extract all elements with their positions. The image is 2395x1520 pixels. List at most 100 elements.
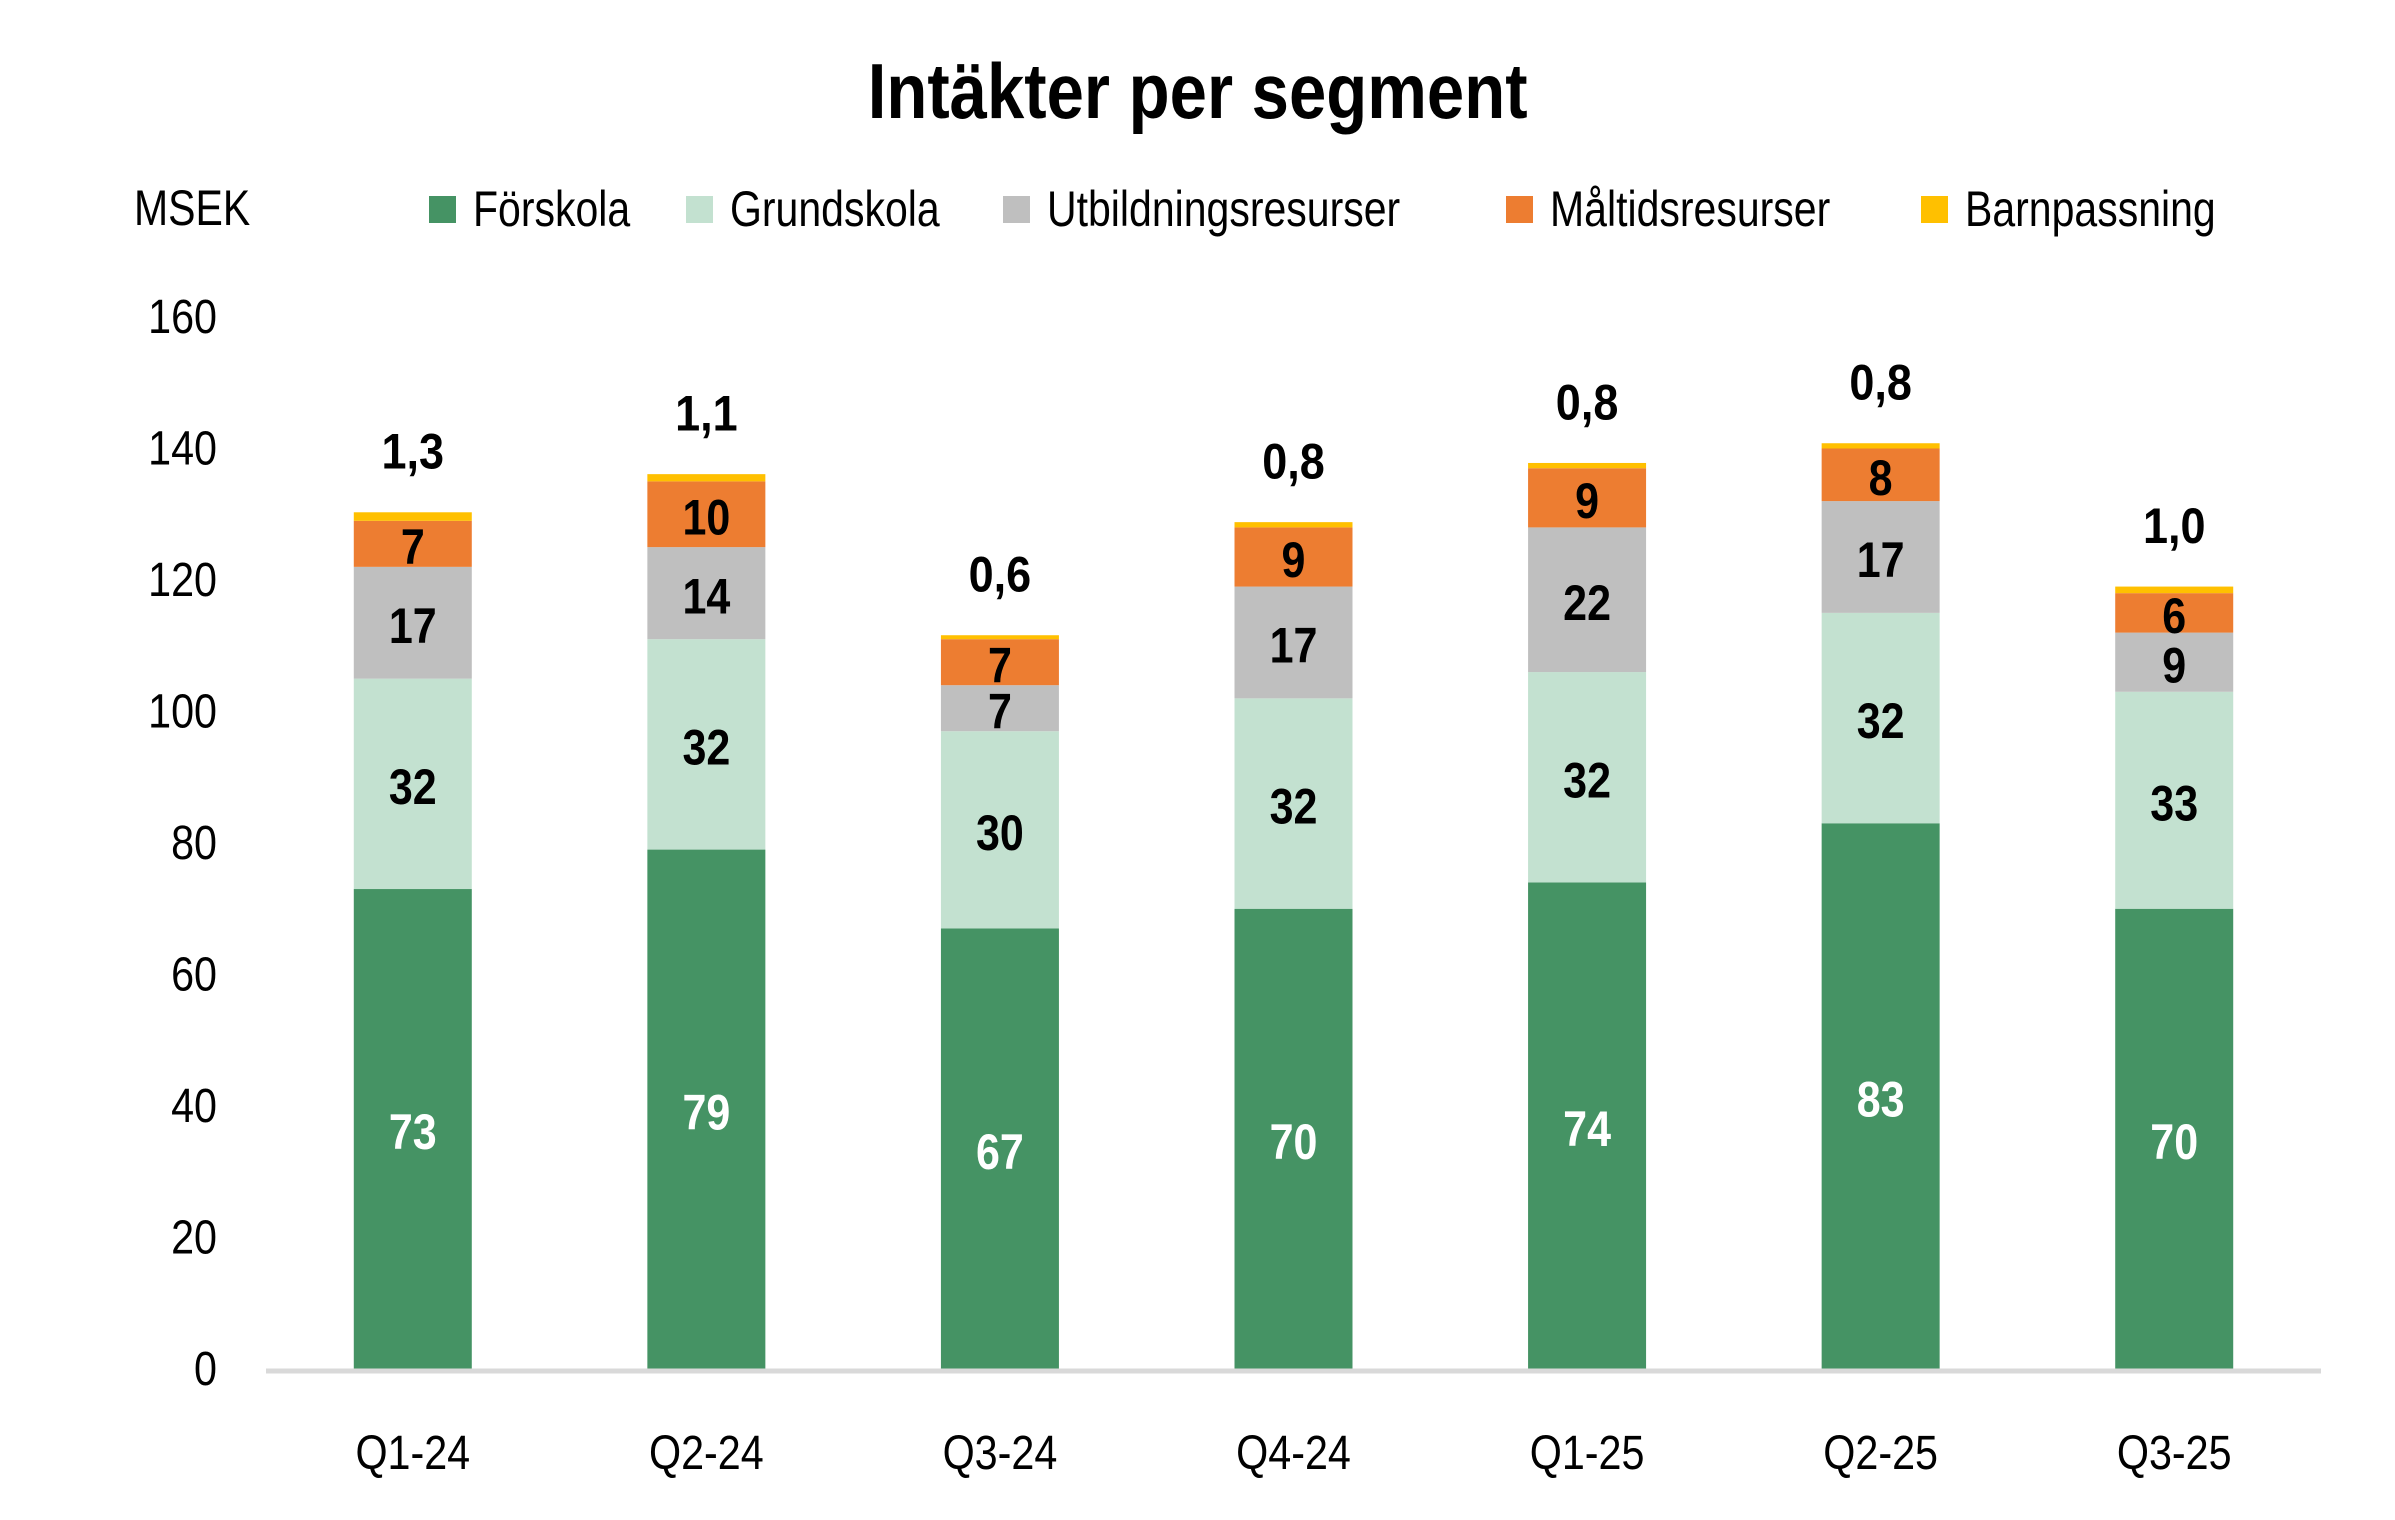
barnpassning-value-label: 1,1 <box>675 386 738 442</box>
segment-value-label: 14 <box>682 568 730 624</box>
legend-label: Förskola <box>473 181 631 237</box>
y-tick-label: 100 <box>148 685 217 739</box>
bar-segment-förskola <box>1528 882 1647 1369</box>
segment-value-label: 17 <box>1270 618 1318 674</box>
x-tick-label: Q3-25 <box>2117 1426 2232 1480</box>
y-tick-label: 0 <box>194 1342 217 1396</box>
segment-value-label: 9 <box>1575 473 1599 529</box>
barnpassning-value-label: 1,3 <box>382 424 445 480</box>
bar-segment-måltidsresurser <box>2115 593 2234 633</box>
bar-segment-barnpassning <box>940 635 1059 640</box>
segment-value-label: 79 <box>682 1084 730 1140</box>
bar-segment-förskola <box>1821 823 1940 1369</box>
chart-title-text: Intäkter per segment <box>867 47 1528 135</box>
y-axis-unit-label: MSEK <box>134 180 251 236</box>
x-tick-label: Q2-24 <box>649 1426 764 1480</box>
bar-segment-förskola <box>353 889 472 1369</box>
bar-segment-utbildningsresurser <box>940 685 1059 732</box>
legend-item-barnpassning[interactable]: Barnpassning <box>1921 181 2271 237</box>
x-tick-label: Q3-24 <box>943 1426 1058 1480</box>
y-tick-label: 40 <box>171 1079 217 1133</box>
bar-segment-förskola <box>1234 908 1353 1369</box>
bar-segment-grundskola <box>1234 698 1353 909</box>
bar-segment-utbildningsresurser <box>353 566 472 679</box>
segment-value-label: 32 <box>1270 779 1318 835</box>
segment-value-label: 10 <box>682 489 730 545</box>
bar-segment-barnpassning <box>1528 462 1647 469</box>
segment-value-label: 73 <box>389 1104 437 1160</box>
segment-value-label: 9 <box>2162 637 2186 693</box>
bar-segment-måltidsresurser <box>1234 527 1353 587</box>
bar-segment-grundskola <box>353 678 472 890</box>
barnpassning-value-label: 0,8 <box>1262 434 1325 490</box>
segment-value-label: 32 <box>1563 752 1611 808</box>
legend-swatch <box>1921 195 1948 223</box>
legend-item-forskola[interactable]: Förskola <box>429 181 665 237</box>
segment-value-label: 70 <box>2150 1114 2198 1170</box>
legend-swatch <box>1003 195 1030 223</box>
segment-value-label: 17 <box>389 598 437 654</box>
segment-value-label: 17 <box>1857 532 1905 588</box>
bar-segment-måltidsresurser <box>647 481 766 548</box>
x-tick-label: Q4-24 <box>1236 1426 1351 1480</box>
bar-segment-grundskola <box>940 731 1059 929</box>
barnpassning-value-label: 1,0 <box>2143 499 2206 555</box>
bar-segment-måltidsresurser <box>353 520 472 567</box>
bar-segment-grundskola <box>1528 672 1647 883</box>
segment-value-label: 7 <box>401 519 425 575</box>
legend-item-maltidsresurser[interactable]: Måltidsresurser <box>1506 181 1892 237</box>
segment-value-label: 7 <box>988 637 1012 693</box>
segment-value-label: 7 <box>988 683 1012 739</box>
y-tick-label: 20 <box>171 1211 217 1265</box>
barnpassning-value-label: 0,8 <box>1849 355 1912 411</box>
bar-segment-grundskola <box>1821 612 1940 824</box>
bar-segment-barnpassning <box>1821 443 1940 449</box>
segment-value-label: 32 <box>1857 693 1905 749</box>
segment-value-label: 32 <box>389 759 437 815</box>
bar-segment-utbildningsresurser <box>647 547 766 640</box>
x-tick-label: Q2-25 <box>1823 1426 1938 1480</box>
legend-swatch <box>1506 195 1533 223</box>
bar-segment-måltidsresurser <box>940 639 1059 686</box>
chart-title: Intäkter per segment <box>0 52 2395 130</box>
segment-value-label: 83 <box>1857 1071 1905 1127</box>
x-tick-label: Q1-24 <box>355 1426 470 1480</box>
bar-segment-utbildningsresurser <box>1821 501 1940 613</box>
bar-segment-barnpassning <box>647 474 766 482</box>
segment-value-label: 30 <box>976 805 1024 861</box>
y-tick-label: 160 <box>148 290 217 344</box>
bar-segment-utbildningsresurser <box>1528 527 1647 673</box>
y-tick-label: 120 <box>148 553 217 607</box>
segment-value-label: 8 <box>1869 450 1893 506</box>
legend-label: Grundskola <box>730 181 940 237</box>
bar-segment-utbildningsresurser <box>2115 632 2234 692</box>
legend-item-grundskola[interactable]: Grundskola <box>686 181 986 237</box>
bar-segment-förskola <box>940 928 1059 1369</box>
segment-value-label: 32 <box>682 719 730 775</box>
bar-segment-barnpassning <box>1234 522 1353 528</box>
barnpassning-value-label: 0,8 <box>1556 375 1619 431</box>
legend-swatch <box>686 195 713 223</box>
bar-segment-grundskola <box>647 639 766 850</box>
legend-label: Barnpassning <box>1965 181 2216 237</box>
legend-label: Utbildningsresurser <box>1047 181 1401 237</box>
legend-swatch <box>429 195 456 223</box>
bar-segment-barnpassning <box>2115 586 2234 594</box>
bar-segment-måltidsresurser <box>1528 468 1647 528</box>
legend-item-utbildningsresurser[interactable]: Utbildningsresurser <box>1003 181 1478 237</box>
bar-segment-grundskola <box>2115 691 2234 909</box>
legend-label: Måltidsresurser <box>1550 181 1831 237</box>
segment-value-label: 33 <box>2150 775 2198 831</box>
bar-segment-måltidsresurser <box>1821 448 1940 502</box>
barnpassning-value-label: 0,6 <box>969 547 1032 603</box>
y-tick-label: 140 <box>148 422 217 476</box>
segment-value-label: 6 <box>2162 588 2186 644</box>
y-tick-label: 60 <box>171 948 217 1002</box>
x-tick-label: Q1-25 <box>1530 1426 1645 1480</box>
bar-segment-utbildningsresurser <box>1234 586 1353 699</box>
bar-segment-förskola <box>647 849 766 1369</box>
bar-segment-barnpassning <box>353 512 472 521</box>
bar-segment-förskola <box>2115 908 2234 1369</box>
segment-value-label: 22 <box>1563 575 1611 631</box>
